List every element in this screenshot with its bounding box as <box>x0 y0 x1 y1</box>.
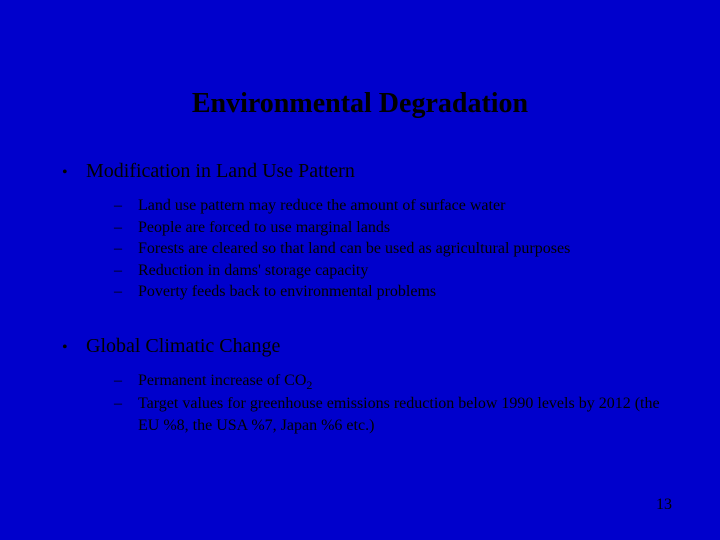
bullet-main-1: • Global Climatic Change <box>62 335 680 358</box>
sub-item: – Target values for greenhouse emissions… <box>114 393 680 436</box>
bullet-dot-icon: • <box>62 339 86 357</box>
sub-item: – Poverty feeds back to environmental pr… <box>114 281 680 303</box>
dash-icon: – <box>114 238 138 260</box>
sub-item-text: People are forced to use marginal lands <box>138 217 680 239</box>
bullet-dot-icon: • <box>62 164 86 182</box>
sub-item-text: Land use pattern may reduce the amount o… <box>138 195 680 217</box>
sub-item-text: Forests are cleared so that land can be … <box>138 238 680 260</box>
sub-list-1: – Permanent increase of CO2 – Target val… <box>62 370 680 437</box>
dash-icon: – <box>114 217 138 239</box>
page-number: 13 <box>656 496 672 514</box>
bullet-main-0: • Modification in Land Use Pattern <box>62 160 680 183</box>
sub-item: – People are forced to use marginal land… <box>114 217 680 239</box>
sub-list-0: – Land use pattern may reduce the amount… <box>62 195 680 303</box>
dash-icon: – <box>114 281 138 303</box>
dash-icon: – <box>114 195 138 217</box>
sub-item-text: Poverty feeds back to environmental prob… <box>138 281 680 303</box>
sub-item: – Land use pattern may reduce the amount… <box>114 195 680 217</box>
bullet-main-text: Modification in Land Use Pattern <box>86 160 355 183</box>
sub-item-text: Reduction in dams' storage capacity <box>138 260 680 282</box>
bullet-main-text: Global Climatic Change <box>86 335 280 358</box>
slide: Environmental Degradation • Modification… <box>0 0 720 540</box>
sub-item: – Forests are cleared so that land can b… <box>114 238 680 260</box>
sub-item-text: Permanent increase of CO2 <box>138 370 680 393</box>
dash-icon: – <box>114 393 138 415</box>
sub-item: – Permanent increase of CO2 <box>114 370 680 393</box>
dash-icon: – <box>114 260 138 282</box>
slide-content: • Modification in Land Use Pattern – Lan… <box>0 160 720 437</box>
sub-item: – Reduction in dams' storage capacity <box>114 260 680 282</box>
slide-title: Environmental Degradation <box>0 0 720 160</box>
dash-icon: – <box>114 370 138 392</box>
sub-item-text: Target values for greenhouse emissions r… <box>138 393 680 436</box>
